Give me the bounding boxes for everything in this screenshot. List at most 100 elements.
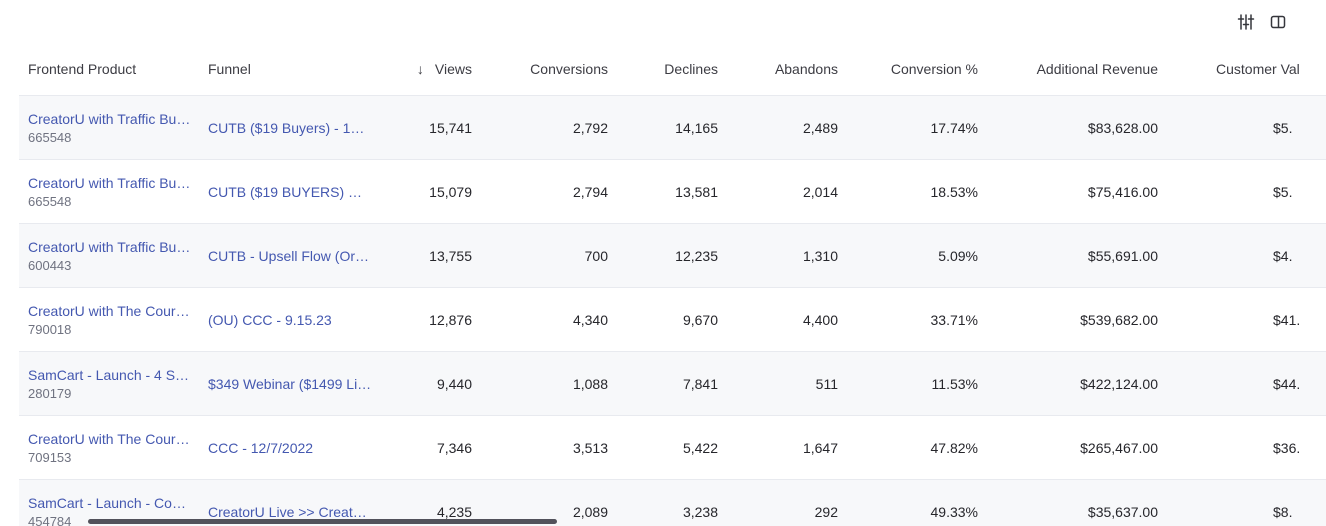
column-header-views[interactable]: ↓ Views: [374, 42, 481, 95]
frontend-product-cell: CreatorU with Traffic Bu… 665548: [19, 96, 199, 159]
toolbar: [0, 0, 1326, 42]
table-row: CreatorU with Traffic Bu… 665548 CUTB ($…: [19, 160, 1326, 224]
views-cell: 9,440: [436, 375, 472, 392]
funnel-link[interactable]: CUTB ($19 Buyers) - 1…: [208, 119, 365, 136]
conversions-cell: 2,089: [572, 503, 608, 520]
table-row: SamCart - Launch - Co… 454784 CreatorU L…: [19, 480, 1326, 526]
horizontal-scrollbar-thumb[interactable]: [88, 519, 557, 524]
product-id: 709153: [28, 449, 72, 465]
funnel-link[interactable]: CCC - 12/7/2022: [208, 439, 314, 456]
additional-revenue-cell: $265,467.00: [1080, 439, 1158, 456]
product-link[interactable]: SamCart - Launch - Co…: [28, 494, 186, 511]
declines-cell: 5,422: [682, 439, 718, 456]
product-id: 454784: [28, 513, 72, 526]
conversion-pct-cell: 33.71%: [930, 311, 978, 328]
frontend-product-cell: CreatorU with The Cour… 709153: [19, 416, 199, 479]
column-header-conversions[interactable]: Conversions: [530, 60, 608, 77]
funnel-link[interactable]: CreatorU Live >> Creat…: [208, 503, 367, 520]
conversions-cell: 2,792: [572, 119, 608, 136]
customer-value-cell: $44.: [1273, 375, 1301, 392]
product-id: 665548: [28, 129, 72, 145]
funnel-cell: CUTB ($19 BUYERS) …: [199, 160, 374, 223]
conversion-pct-cell: 18.53%: [930, 183, 978, 200]
product-link[interactable]: CreatorU with Traffic Bu…: [28, 174, 191, 191]
product-id: 600443: [28, 257, 72, 273]
abandons-cell: 1,647: [802, 439, 838, 456]
conversion-pct-cell: 5.09%: [938, 247, 978, 264]
table-header: Frontend Product Funnel ↓ Views Conversi…: [19, 42, 1326, 96]
column-header-funnel[interactable]: Funnel: [208, 60, 251, 77]
funnel-cell: (OU) CCC - 9.15.23: [199, 288, 374, 351]
conversion-pct-cell: 17.74%: [930, 119, 978, 136]
declines-cell: 9,670: [682, 311, 718, 328]
conversions-cell: 2,794: [572, 183, 608, 200]
product-link[interactable]: CreatorU with Traffic Bu…: [28, 110, 191, 127]
declines-cell: 14,165: [675, 119, 718, 136]
funnel-cell: CUTB ($19 Buyers) - 1…: [199, 96, 374, 159]
conversion-pct-cell: 11.53%: [931, 375, 978, 392]
views-cell: 4,235: [436, 503, 472, 520]
product-link[interactable]: CreatorU with Traffic Bu…: [28, 238, 191, 255]
frontend-product-cell: CreatorU with Traffic Bu… 665548: [19, 160, 199, 223]
product-link[interactable]: CreatorU with The Cour…: [28, 430, 190, 447]
abandons-cell: 292: [814, 503, 838, 520]
declines-cell: 3,238: [682, 503, 718, 520]
product-id: 665548: [28, 193, 72, 209]
column-header-abandons[interactable]: Abandons: [774, 60, 838, 77]
table-row: CreatorU with The Cour… 790018 (OU) CCC …: [19, 288, 1326, 352]
table-row: SamCart - Launch - 4 S… 280179 $349 Webi…: [19, 352, 1326, 416]
funnel-link[interactable]: CUTB ($19 BUYERS) …: [208, 183, 363, 200]
conversion-pct-cell: 49.33%: [930, 503, 978, 520]
additional-revenue-cell: $83,628.00: [1087, 119, 1158, 136]
frontend-product-cell: SamCart - Launch - 4 S… 280179: [19, 352, 199, 415]
frontend-product-cell: CreatorU with Traffic Bu… 600443: [19, 224, 199, 287]
conversions-cell: 4,340: [572, 311, 608, 328]
table-body: CreatorU with Traffic Bu… 665548 CUTB ($…: [19, 96, 1326, 526]
column-header-customer-value[interactable]: Customer Val: [1216, 60, 1300, 77]
customer-value-cell: $41.: [1273, 311, 1301, 328]
conversion-pct-cell: 47.82%: [930, 439, 978, 456]
product-id: 790018: [28, 321, 72, 337]
product-link[interactable]: SamCart - Launch - 4 S…: [28, 366, 190, 383]
funnel-link[interactable]: CUTB - Upsell Flow (Or…: [208, 247, 370, 264]
additional-revenue-cell: $55,691.00: [1087, 247, 1158, 264]
additional-revenue-cell: $539,682.00: [1080, 311, 1158, 328]
sort-descending-icon: ↓: [416, 60, 424, 77]
declines-cell: 12,235: [675, 247, 718, 264]
funnel-cell: CUTB - Upsell Flow (Or…: [199, 224, 374, 287]
funnel-cell: $349 Webinar ($1499 Li…: [199, 352, 374, 415]
column-header-frontend-product[interactable]: Frontend Product: [28, 60, 137, 77]
adjustments-icon[interactable]: [1235, 11, 1257, 33]
customer-value-cell: $5.: [1273, 119, 1293, 136]
customer-value-cell: $8.: [1273, 503, 1293, 520]
conversions-cell: 3,513: [572, 439, 608, 456]
funnel-link[interactable]: (OU) CCC - 9.15.23: [208, 311, 332, 328]
declines-cell: 13,581: [675, 183, 718, 200]
funnel-report-table: Frontend Product Funnel ↓ Views Conversi…: [19, 42, 1326, 526]
customer-value-cell: $5.: [1273, 183, 1293, 200]
columns-icon[interactable]: [1267, 11, 1289, 33]
abandons-cell: 1,310: [802, 247, 838, 264]
abandons-cell: 4,400: [802, 311, 838, 328]
abandons-cell: 511: [815, 375, 838, 392]
column-header-conversion-pct[interactable]: Conversion %: [890, 60, 978, 77]
additional-revenue-cell: $75,416.00: [1087, 183, 1158, 200]
views-cell: 15,079: [429, 183, 472, 200]
funnel-cell: CCC - 12/7/2022: [199, 416, 374, 479]
views-cell: 12,876: [429, 311, 472, 328]
product-link[interactable]: CreatorU with The Cour…: [28, 302, 190, 319]
conversions-cell: 1,088: [572, 375, 608, 392]
customer-value-cell: $36.: [1273, 439, 1301, 456]
column-header-additional-revenue[interactable]: Additional Revenue: [1036, 60, 1158, 77]
customer-value-cell: $4.: [1273, 247, 1293, 264]
funnel-link[interactable]: $349 Webinar ($1499 Li…: [208, 375, 372, 392]
declines-cell: 7,841: [682, 375, 718, 392]
frontend-product-cell: CreatorU with The Cour… 790018: [19, 288, 199, 351]
table-row: CreatorU with The Cour… 709153 CCC - 12/…: [19, 416, 1326, 480]
frontend-product-cell: SamCart - Launch - Co… 454784: [19, 480, 199, 526]
abandons-cell: 2,014: [802, 183, 838, 200]
column-header-declines[interactable]: Declines: [664, 60, 718, 77]
abandons-cell: 2,489: [802, 119, 838, 136]
product-id: 280179: [28, 385, 72, 401]
views-cell: 7,346: [436, 439, 472, 456]
